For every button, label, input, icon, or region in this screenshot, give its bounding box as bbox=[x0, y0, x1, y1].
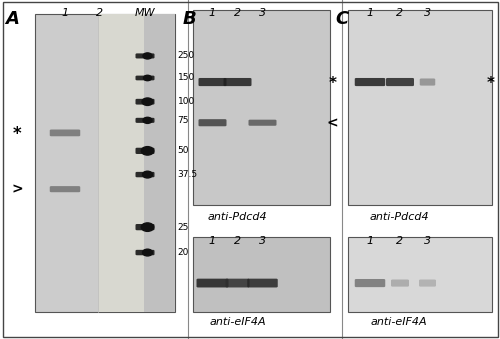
Text: *: * bbox=[487, 76, 495, 91]
FancyBboxPatch shape bbox=[136, 172, 154, 177]
Text: 20: 20 bbox=[178, 248, 189, 257]
FancyBboxPatch shape bbox=[50, 186, 80, 192]
Text: >: > bbox=[12, 183, 24, 197]
Circle shape bbox=[142, 223, 154, 231]
Text: 250: 250 bbox=[178, 52, 194, 60]
Circle shape bbox=[142, 146, 154, 155]
FancyBboxPatch shape bbox=[419, 279, 436, 287]
Text: 25: 25 bbox=[178, 223, 189, 232]
FancyBboxPatch shape bbox=[192, 10, 330, 205]
Text: 1: 1 bbox=[366, 236, 374, 245]
Circle shape bbox=[143, 53, 152, 59]
FancyBboxPatch shape bbox=[35, 14, 175, 312]
Text: 1: 1 bbox=[209, 8, 216, 18]
FancyBboxPatch shape bbox=[348, 10, 492, 205]
FancyBboxPatch shape bbox=[420, 79, 435, 85]
Text: 2: 2 bbox=[396, 236, 404, 245]
Text: *: * bbox=[328, 76, 336, 91]
Text: 100: 100 bbox=[178, 97, 195, 106]
Text: *: * bbox=[13, 125, 22, 143]
Circle shape bbox=[142, 98, 153, 105]
Circle shape bbox=[142, 249, 152, 256]
FancyBboxPatch shape bbox=[198, 119, 226, 126]
FancyBboxPatch shape bbox=[136, 224, 154, 230]
FancyBboxPatch shape bbox=[247, 279, 278, 287]
FancyBboxPatch shape bbox=[136, 76, 154, 80]
Text: 2: 2 bbox=[234, 8, 241, 18]
Text: 3: 3 bbox=[259, 8, 266, 18]
Text: 3: 3 bbox=[424, 236, 431, 245]
Text: 3: 3 bbox=[259, 236, 266, 245]
Text: <: < bbox=[326, 117, 338, 131]
FancyBboxPatch shape bbox=[198, 78, 226, 86]
FancyBboxPatch shape bbox=[355, 279, 385, 287]
Text: 75: 75 bbox=[178, 116, 189, 125]
FancyBboxPatch shape bbox=[192, 237, 330, 312]
Text: 1: 1 bbox=[366, 8, 374, 18]
FancyBboxPatch shape bbox=[136, 148, 154, 154]
Circle shape bbox=[142, 171, 152, 178]
FancyBboxPatch shape bbox=[136, 53, 154, 59]
Circle shape bbox=[144, 75, 152, 81]
FancyBboxPatch shape bbox=[136, 99, 154, 104]
Text: MW: MW bbox=[134, 8, 156, 18]
FancyBboxPatch shape bbox=[355, 78, 385, 86]
FancyBboxPatch shape bbox=[196, 279, 228, 287]
Text: anti-Pdcd4: anti-Pdcd4 bbox=[208, 212, 268, 222]
Text: 3: 3 bbox=[424, 8, 431, 18]
FancyBboxPatch shape bbox=[144, 14, 175, 312]
FancyBboxPatch shape bbox=[248, 120, 276, 126]
FancyBboxPatch shape bbox=[136, 250, 154, 255]
Text: 2: 2 bbox=[234, 236, 241, 245]
FancyBboxPatch shape bbox=[50, 129, 80, 136]
Text: anti-eIF4A: anti-eIF4A bbox=[371, 317, 428, 327]
FancyBboxPatch shape bbox=[348, 237, 492, 312]
FancyBboxPatch shape bbox=[136, 118, 154, 123]
FancyBboxPatch shape bbox=[391, 279, 409, 287]
FancyBboxPatch shape bbox=[98, 14, 147, 312]
Circle shape bbox=[143, 117, 152, 123]
Text: anti-Pdcd4: anti-Pdcd4 bbox=[370, 212, 429, 222]
Text: 2: 2 bbox=[96, 8, 103, 18]
Text: 1: 1 bbox=[62, 8, 68, 18]
Text: 150: 150 bbox=[178, 74, 195, 82]
Text: B: B bbox=[182, 10, 196, 28]
Text: 1: 1 bbox=[209, 236, 216, 245]
FancyBboxPatch shape bbox=[226, 279, 250, 287]
FancyBboxPatch shape bbox=[386, 78, 414, 86]
Text: 50: 50 bbox=[178, 146, 189, 155]
Text: 37.5: 37.5 bbox=[178, 170, 198, 179]
Text: anti-eIF4A: anti-eIF4A bbox=[209, 317, 266, 327]
Text: A: A bbox=[5, 10, 19, 28]
Text: 2: 2 bbox=[396, 8, 404, 18]
Text: C: C bbox=[335, 10, 348, 28]
FancyBboxPatch shape bbox=[224, 78, 252, 86]
